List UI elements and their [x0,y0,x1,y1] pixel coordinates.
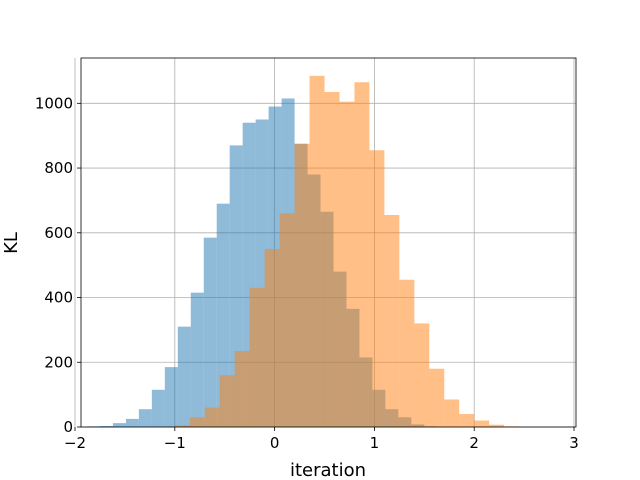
y-tick-label: 400 [44,289,73,307]
histogram-bar-series-1 [339,101,355,428]
histogram-bar-series-1 [474,420,490,427]
histogram-bar-series-0 [125,418,139,427]
tick-labels: −2 −1 0 1 2 3 0 200 400 600 800 1000 [35,94,579,452]
histogram-bar-series-1 [234,350,250,427]
y-tick-label: 1000 [35,94,73,112]
histogram-bar-series-1 [264,248,280,427]
histogram-bar-series-0 [112,423,126,427]
histogram-bar-series-1 [354,82,370,428]
histogram-bar-series-1 [429,368,445,427]
histogram-bar-series-1 [384,214,400,427]
histogram-bar-series-1 [489,424,505,427]
histogram-bar-series-1 [174,425,190,427]
histogram-bar-series-1 [414,323,430,427]
axes [74,57,577,431]
y-axis-label: KL [1,232,22,254]
histogram-bar-series-0 [164,367,178,427]
histogram-bar-series-0 [190,292,204,427]
histogram-bar-series-0 [177,326,191,427]
x-tick-label: 1 [370,434,380,452]
histogram-bar-series-0 [99,426,113,427]
histogram-bar-series-1 [189,417,205,427]
y-tick-label: 600 [44,224,73,242]
histogram-bar-series-1 [249,287,265,427]
histogram-bar-series-0 [203,237,217,427]
histogram-bar-series-1 [459,414,475,427]
x-axis-label: iteration [290,460,366,480]
histogram-bar-series-1 [204,407,220,427]
histogram-bars [86,75,520,428]
histogram-bar-series-1 [369,150,385,427]
histogram-bar-series-0 [151,389,165,427]
histogram-bar-series-1 [294,143,310,428]
histogram-bar-series-1 [399,279,415,427]
histogram-bar-series-1 [444,399,460,427]
histogram-bar-series-1 [219,375,235,427]
histogram-bar-series-1 [324,91,340,427]
x-tick-label: 2 [469,434,479,452]
histogram-bar-series-0 [216,203,230,427]
x-tick-label: −1 [164,434,186,452]
x-tick-label: 3 [569,434,579,452]
plot-frame [80,57,577,428]
histogram-bar-series-1 [279,213,295,427]
histogram-bar-series-1 [309,75,325,427]
x-tick-label: −2 [64,434,86,452]
y-tick-label: 0 [63,418,73,436]
y-tick-label: 200 [44,353,73,371]
x-tick-label: 0 [270,434,280,452]
histogram-bar-series-0 [138,409,152,427]
y-tick-label: 800 [44,159,73,177]
